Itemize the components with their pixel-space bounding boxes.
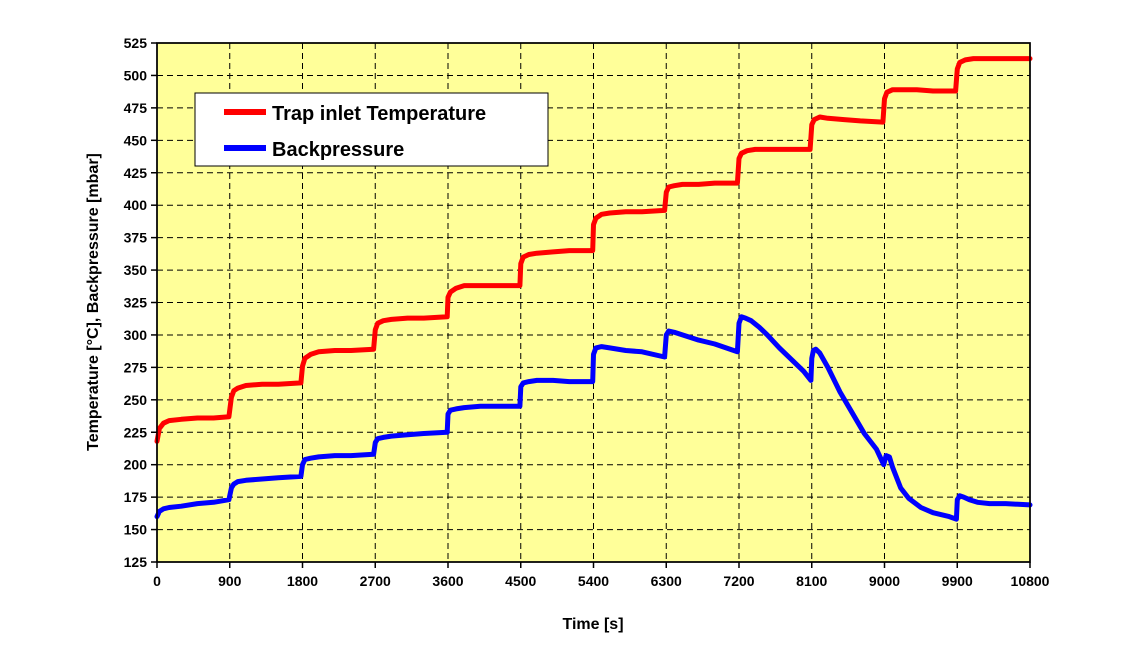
y-tick-label: 250 bbox=[124, 392, 148, 408]
y-tick-label: 125 bbox=[124, 554, 148, 570]
y-tick-label: 350 bbox=[124, 262, 148, 278]
y-tick-label: 525 bbox=[124, 35, 148, 51]
x-tick-label: 5400 bbox=[578, 573, 609, 589]
series-layer bbox=[154, 56, 1033, 522]
legend-box bbox=[194, 92, 549, 167]
legend-label-temperature: Trap inlet Temperature bbox=[272, 103, 486, 125]
x-tick-label: 9000 bbox=[869, 573, 900, 589]
y-tick-label: 225 bbox=[124, 424, 148, 440]
y-tick-label: 475 bbox=[124, 100, 148, 116]
x-tick-label: 4500 bbox=[505, 573, 536, 589]
series-line-backpressure bbox=[154, 314, 1033, 522]
y-tick-label: 300 bbox=[124, 327, 148, 343]
x-tick-label: 6300 bbox=[651, 573, 682, 589]
y-tick-label: 450 bbox=[124, 132, 148, 148]
y-tick-label: 275 bbox=[124, 359, 148, 375]
x-tick-label: 9900 bbox=[942, 573, 973, 589]
y-tick-label: 150 bbox=[124, 522, 148, 538]
x-tick-label: 3600 bbox=[432, 573, 463, 589]
x-tick-label: 10800 bbox=[1011, 573, 1050, 589]
legend-label-backpressure: Backpressure bbox=[272, 139, 404, 161]
y-tick-label: 425 bbox=[124, 165, 148, 181]
x-tick-label: 1800 bbox=[287, 573, 318, 589]
ticks: 0 900 1800 2700 3600 4500 5400 6300 7200 8100 9000… bbox=[124, 35, 1050, 589]
legend: Trap inlet Temperature Backpressure bbox=[194, 92, 549, 167]
x-axis-label: Time [s] bbox=[562, 616, 623, 633]
x-tick-label: 900 bbox=[218, 573, 242, 589]
y-tick-label: 375 bbox=[124, 230, 148, 246]
series-line-temperature bbox=[154, 56, 1033, 444]
y-axis-label: Temperature [°C], Backpressure [mbar] bbox=[85, 153, 102, 451]
y-tick-label: 500 bbox=[124, 67, 148, 83]
x-tick-label: 7200 bbox=[723, 573, 754, 589]
y-tick-label: 400 bbox=[124, 197, 148, 213]
x-tick-label: 0 bbox=[153, 573, 161, 589]
y-tick-label: 175 bbox=[124, 489, 148, 505]
x-tick-label: 8100 bbox=[796, 573, 827, 589]
y-tick-label: 200 bbox=[124, 457, 148, 473]
x-tick-label: 2700 bbox=[360, 573, 391, 589]
y-tick-label: 325 bbox=[124, 295, 148, 311]
